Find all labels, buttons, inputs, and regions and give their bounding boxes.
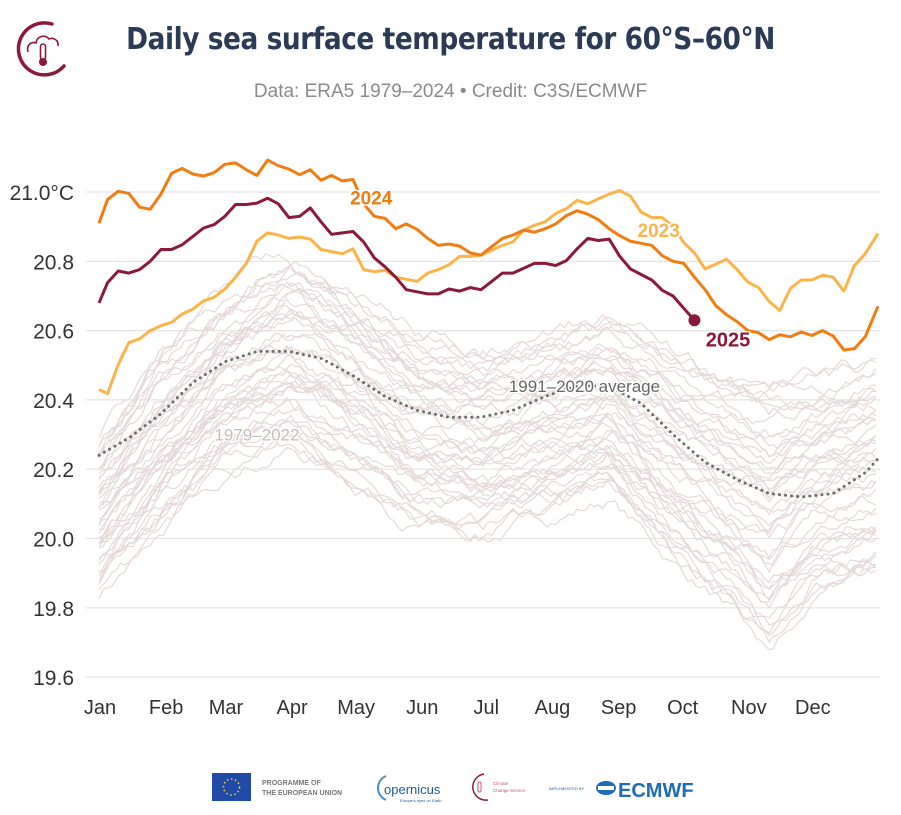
y-tick-label: 20.2 [33, 459, 74, 482]
historical-year-line [98, 298, 877, 480]
series-line-1991-2020-average [97, 349, 880, 499]
x-tick-label: Oct [667, 697, 699, 719]
chart-subtitle: Data: ERA5 1979–2024 • Credit: C3S/ECMWF [253, 81, 648, 102]
x-tick-label: May [337, 697, 375, 719]
copernicus-tagline: Europe's eyes on Earth [400, 798, 441, 803]
historical-year-line [98, 317, 876, 488]
copernicus-logo-icon [377, 775, 387, 801]
y-tick-label: 19.8 [33, 598, 74, 621]
historical-year-line [98, 419, 877, 609]
historical-year-line [98, 435, 876, 620]
c3s-label-2: Change Service [493, 788, 526, 793]
ecmwf-label: ECMWF [618, 780, 694, 802]
x-tick-label: Aug [535, 697, 571, 719]
historical-year-line [98, 260, 877, 439]
historical-year-line [98, 263, 877, 455]
eu-flag-icon [212, 773, 251, 801]
cloud-thermometer-icon [16, 21, 66, 77]
y-tick-label: 20.0 [33, 529, 74, 552]
x-tick-label: Jun [406, 697, 438, 719]
y-tick-label: 20.6 [33, 321, 74, 344]
chart-title: Daily sea surface temperature for 60°S–6… [126, 22, 775, 57]
y-tick-label: 21.0°C [10, 182, 74, 205]
historical-year-line [98, 370, 877, 584]
historical-year-line [98, 439, 877, 637]
c3s-label-1: Climate [493, 781, 509, 786]
y-tick-label: 19.6 [33, 667, 74, 690]
series-line-2023 [98, 189, 880, 396]
x-tick-label: Feb [149, 697, 183, 719]
historical-year-line [98, 426, 877, 644]
historical-year-line [98, 270, 877, 448]
historical-year-line [98, 385, 877, 604]
series-label-2025: 2025 [706, 330, 751, 352]
x-tick-label: Mar [209, 697, 244, 719]
historical-year-line [98, 383, 877, 574]
y-tick-label: 20.8 [33, 251, 74, 274]
footer-logos: PROGRAMME OF THE EUROPEAN UNION opernicu… [0, 768, 901, 810]
series-label-2023: 2023 [638, 221, 680, 242]
x-tick-label: Sep [601, 697, 637, 719]
copernicus-label: opernicus [384, 782, 441, 797]
series-label-2024: 2024 [350, 188, 393, 209]
historical-year-line [98, 346, 877, 496]
series-line-2025 [97, 196, 696, 322]
eu-programme-label-2: THE EUROPEAN UNION [262, 790, 342, 797]
historical-year-line [98, 344, 877, 500]
implemented-by-label: IMPLEMENTED BY [549, 786, 585, 791]
c3s-logo [12, 18, 72, 78]
x-tick-label: Jul [474, 697, 500, 719]
x-axis-tick-labels: Jan Feb Mar Apr May Jun Jul Aug Sep Oct Nov Dec [84, 697, 831, 719]
c3s-small-logo-icon [472, 773, 489, 801]
x-tick-label: Apr [277, 697, 308, 719]
historical-year-line [98, 365, 876, 531]
historical-year-line [98, 288, 877, 470]
historical-year-line [98, 446, 876, 634]
y-axis-tick-labels: 19.6 19.8 20.0 20.2 20.4 20.6 20.8 21.0°C [10, 182, 75, 690]
historical-year-line [98, 404, 877, 602]
sst-line-chart: 19.6 19.8 20.0 20.2 20.4 20.6 20.8 21.0°C Jan Fe… [10, 158, 880, 719]
series-label-1979-2022: 1979–2022 [214, 426, 299, 445]
eu-programme-label-1: PROGRAMME OF [262, 780, 321, 787]
y-tick-label: 20.4 [33, 390, 74, 413]
series-line-2024 [97, 158, 880, 352]
historical-year-line [98, 283, 877, 469]
historical-year-line [98, 396, 877, 591]
historical-year-line [98, 429, 877, 651]
historical-year-line [98, 414, 877, 626]
x-tick-label: Dec [795, 697, 831, 719]
series-labels: 2024 2023 2025 1991–2020 average 1979–2022 [213, 187, 752, 446]
historical-year-line [98, 363, 876, 527]
series-2025-latest-point-marker [688, 314, 701, 327]
historical-year-line [98, 266, 876, 455]
historical-year-line [98, 312, 877, 492]
footer-logo-strip: PROGRAMME OF THE EUROPEAN UNION opernicu… [212, 773, 694, 803]
x-tick-label: Nov [731, 697, 767, 719]
historical-series-1979-2022 [98, 253, 877, 651]
highlighted-series [97, 158, 880, 499]
ecmwf-emblem-icon [596, 781, 616, 795]
series-label-1991-2020-average: 1991–2020 average [509, 377, 660, 396]
x-tick-label: Jan [84, 697, 116, 719]
